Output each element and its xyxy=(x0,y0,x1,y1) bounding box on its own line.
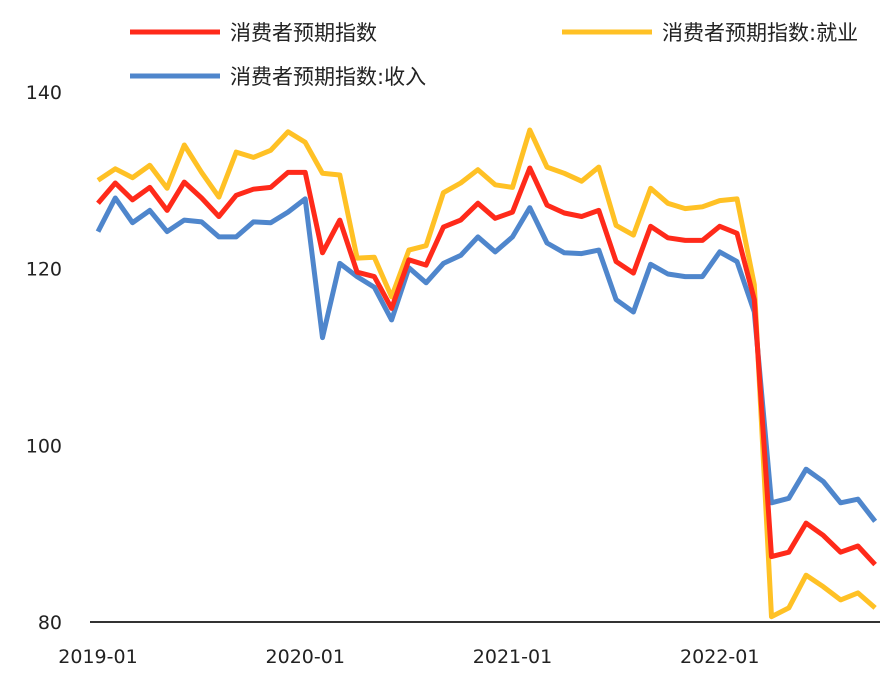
series-line-1 xyxy=(96,127,877,620)
x-tick-label: 2021-01 xyxy=(473,646,552,668)
legend-label: 消费者预期指数 xyxy=(230,21,377,45)
legend-label: 消费者预期指数:就业 xyxy=(662,21,858,45)
y-tick-label: 140 xyxy=(26,82,62,104)
x-tick-label: 2022-01 xyxy=(680,646,759,668)
y-tick-label: 100 xyxy=(26,435,62,457)
y-tick-label: 80 xyxy=(38,612,62,634)
legend-item: 消费者预期指数:就业 xyxy=(562,21,858,45)
series-line-2 xyxy=(95,195,878,523)
x-tick-label: 2019-01 xyxy=(58,646,137,668)
legend-item: 消费者预期指数:收入 xyxy=(130,65,426,89)
series-line-0 xyxy=(96,165,877,567)
y-tick-label: 120 xyxy=(26,259,62,281)
legend-item: 消费者预期指数 xyxy=(130,21,377,45)
series-lines xyxy=(95,127,878,620)
y-axis: 80 100 120 140 xyxy=(26,82,62,634)
x-tick-label: 2020-01 xyxy=(266,646,345,668)
x-axis: 2019-01 2020-01 2021-01 2022-01 xyxy=(58,646,759,668)
legend-label: 消费者预期指数:收入 xyxy=(230,65,426,89)
